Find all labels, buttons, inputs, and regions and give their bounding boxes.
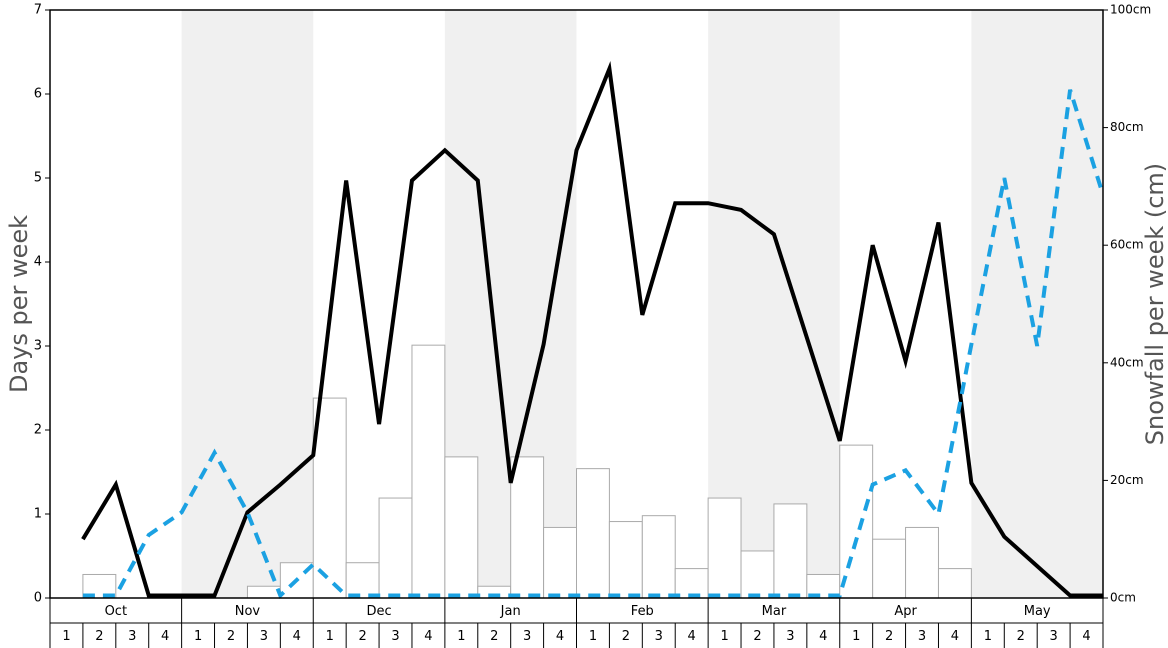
month-label: Oct — [105, 604, 127, 619]
month-label: May — [1024, 604, 1051, 619]
x-tick-label: 1 — [589, 629, 597, 644]
y-axis-title: Days per week — [5, 215, 33, 393]
y-tick-label: 7 — [34, 3, 42, 18]
x-tick-label: 4 — [424, 629, 432, 644]
bar — [411, 344, 446, 599]
x-tick-label: 3 — [655, 629, 663, 644]
x-tick-label: 2 — [753, 629, 761, 644]
line — [81, 61, 1103, 598]
x-tick-label: 2 — [490, 629, 498, 644]
x-tick-label: 4 — [1082, 629, 1090, 644]
x-tick-label: 3 — [918, 629, 926, 644]
x-tick-label: 1 — [720, 629, 728, 644]
x-tick-label: 4 — [951, 629, 959, 644]
bar — [543, 526, 577, 599]
y-tick-label: 3 — [34, 339, 42, 354]
y-tick-label: 5 — [34, 171, 42, 186]
x-tick-label: 2 — [885, 629, 893, 644]
line — [82, 89, 1105, 599]
x-tick-label: 1 — [326, 629, 334, 644]
bar — [378, 497, 413, 599]
bar — [576, 468, 610, 599]
month-band — [181, 10, 314, 598]
background-layer — [181, 10, 1103, 598]
x-tick-label: 3 — [1050, 629, 1058, 644]
bar — [905, 526, 939, 599]
bar — [608, 521, 643, 599]
y-tick-label: 6 — [34, 87, 42, 102]
month-label: Feb — [631, 604, 654, 619]
x-tick-label: 2 — [95, 629, 103, 644]
y2-tick-label: 40cm — [1110, 355, 1144, 369]
month-band — [971, 10, 1103, 598]
bar — [510, 456, 545, 599]
x-tick-label: 3 — [128, 629, 136, 644]
x-tick-label: 4 — [556, 629, 564, 644]
y2-axis-title: Snowfall per week (cm) — [1141, 163, 1168, 445]
x-tick-label: 2 — [1017, 629, 1025, 644]
y-tick-label: 1 — [34, 507, 42, 522]
bar — [246, 585, 281, 599]
bar — [839, 444, 874, 599]
x-tick-label: 1 — [194, 629, 202, 644]
bar — [641, 515, 676, 599]
x-tick-label: 2 — [358, 629, 366, 644]
x-tick-label: 1 — [984, 629, 992, 644]
month-label: Mar — [762, 604, 787, 619]
bar — [937, 568, 972, 599]
x-tick-label: 1 — [852, 629, 860, 644]
y2-tick-label: 100cm — [1110, 3, 1151, 17]
bar — [345, 562, 380, 599]
y2-tick-label: 80cm — [1110, 120, 1144, 134]
month-label: Apr — [894, 604, 917, 619]
x-tick-label: 1 — [457, 629, 465, 644]
bar — [740, 550, 775, 599]
bar — [312, 397, 347, 599]
x-tick-label: 4 — [819, 629, 827, 644]
x-tick-label: 2 — [227, 629, 235, 644]
y-tick-label: 0 — [34, 591, 42, 606]
x-tick-label: 3 — [260, 629, 268, 644]
x-tick-label: 3 — [786, 629, 794, 644]
x-tick-label: 4 — [293, 629, 301, 644]
y2-tick-label: 20cm — [1110, 473, 1144, 487]
y-tick-label: 2 — [34, 423, 42, 438]
bar — [773, 503, 808, 599]
y-tick-label: 4 — [34, 255, 42, 270]
bar — [872, 538, 907, 599]
bar — [707, 497, 742, 599]
x-tick-label: 1 — [62, 629, 70, 644]
y2-tick-label: 0cm — [1110, 591, 1136, 605]
axes-layer: 0 1 2 3 4 5 6 7 0cm 20cm 40cm 60cm 80cm 100cm Oct Nov De… — [34, 3, 1151, 648]
month-label: Jan — [500, 604, 521, 619]
x-tick-label: 4 — [161, 629, 169, 644]
x-tick-label: 3 — [523, 629, 531, 644]
month-label: Nov — [235, 604, 261, 619]
y2-tick-label: 60cm — [1110, 238, 1144, 252]
bar — [444, 456, 479, 599]
marks-layer — [81, 61, 1105, 599]
month-label: Dec — [366, 604, 391, 619]
x-tick-label: 2 — [622, 629, 630, 644]
x-tick-label: 3 — [391, 629, 399, 644]
x-tick-label: 4 — [688, 629, 696, 644]
